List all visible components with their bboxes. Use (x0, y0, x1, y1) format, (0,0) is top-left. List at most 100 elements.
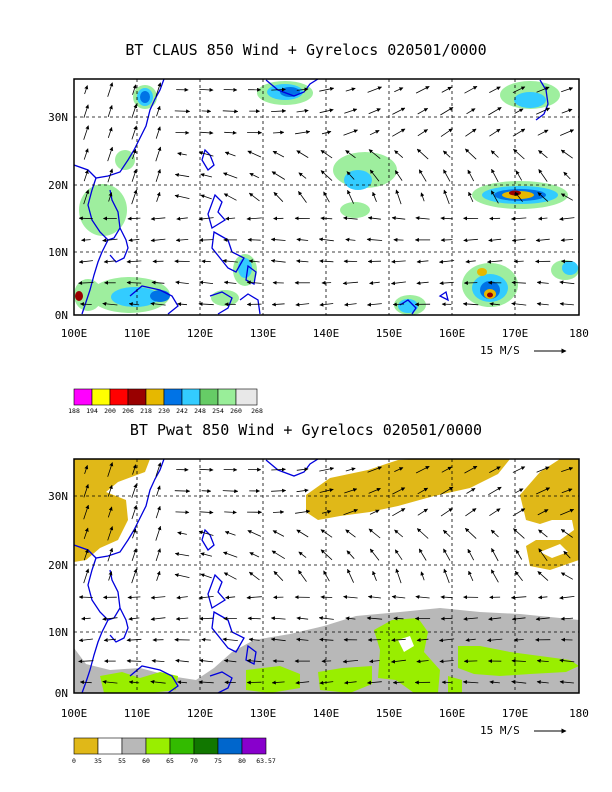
wind-vector-arrow (199, 658, 214, 663)
wind-vector-arrow (443, 529, 451, 537)
wind-vector-arrow (296, 87, 309, 92)
wind-vector-arrow (83, 568, 90, 584)
wind-vector-arrow (155, 548, 161, 562)
wind-vector-arrow (372, 570, 377, 581)
wind-vector-arrow (391, 594, 406, 599)
wind-vector-arrow (487, 638, 503, 643)
wind-vector-arrow (102, 301, 118, 306)
wind-vector-arrow (222, 109, 239, 114)
wind-vector-arrow (151, 658, 165, 663)
wind-vector-arrow (487, 259, 503, 264)
wind-vector-arrow (366, 616, 383, 621)
wind-vector-arrow (439, 659, 454, 664)
wind-vector-arrow (466, 487, 476, 494)
wind-vector-arrow (490, 190, 499, 204)
wind-vector-arrow (416, 281, 429, 286)
wind-vector-arrow (107, 168, 114, 183)
wind-vector-arrow (391, 259, 406, 264)
wind-vector-arrow (511, 280, 526, 285)
wind-vector-arrow (345, 237, 356, 242)
wind-vector-arrow (246, 280, 262, 285)
colorbar-swatch (121, 737, 147, 755)
wind-vector-arrow (511, 301, 527, 306)
wind-vector-arrow (84, 85, 89, 95)
wind-vector-arrow (107, 506, 113, 518)
wind-vector-arrow (560, 529, 573, 538)
wind-vector-arrow (392, 680, 405, 685)
wind-vector-arrow (156, 105, 161, 117)
wind-vector-arrow (394, 87, 404, 93)
wind-vector-arrow (107, 484, 113, 497)
x-tick: 180 (569, 707, 589, 720)
wind-vector-arrow (489, 128, 501, 137)
wind-vector-arrow (441, 86, 452, 93)
panel2-wind-vectors (78, 462, 575, 685)
wind-vector-arrow (560, 129, 575, 136)
wind-vector-arrow (132, 528, 137, 539)
wind-vector-arrow (392, 487, 406, 495)
wind-vector-arrow (272, 510, 285, 515)
wind-vector-arrow (561, 87, 574, 93)
wind-vector-arrow (367, 302, 382, 307)
colorbar-swatch (217, 737, 243, 755)
y-tick: 10N (48, 246, 68, 259)
wind-vector-arrow (78, 638, 93, 643)
panel1-grid (74, 79, 579, 315)
wind-vector-arrow (128, 238, 140, 243)
x-tick: 150E (376, 707, 403, 720)
colorbar-label: 218 (140, 407, 152, 415)
wind-vector-arrow (155, 169, 161, 182)
wind-vector-arrow (156, 191, 161, 202)
wind-vector-arrow (271, 87, 286, 92)
wind-vector-arrow (198, 530, 214, 536)
wind-vector-arrow (464, 85, 478, 94)
wind-vector-arrow (175, 658, 189, 663)
panel2-ref-vector-label: 15 M/S (480, 724, 520, 737)
wind-vector-arrow (200, 173, 212, 178)
wind-vector-arrow (150, 595, 166, 600)
wind-vector-arrow (319, 488, 334, 493)
wind-vector-arrow (83, 548, 89, 561)
wind-vector-arrow (415, 86, 430, 94)
wind-vector-arrow (128, 680, 140, 685)
wind-vector-arrow (102, 616, 118, 621)
wind-vector-arrow (298, 551, 307, 558)
wind-vector-arrow (296, 237, 309, 242)
wind-vector-arrow (515, 170, 523, 181)
wind-vector-arrow (417, 508, 428, 516)
panel1-y-ticks: 0N 10N 20N 30N (48, 111, 68, 322)
wind-vector-arrow (103, 259, 117, 264)
wind-vector-arrow (247, 530, 262, 537)
wind-vector-arrow (467, 548, 475, 561)
wind-vector-arrow (394, 170, 403, 181)
wind-vector-arrow (463, 616, 478, 621)
wind-vector-arrow (392, 107, 406, 115)
wind-vector-arrow (108, 192, 113, 202)
wind-vector-arrow (367, 86, 382, 93)
wind-vector-arrow (83, 504, 90, 520)
wind-vector-arrow (198, 216, 214, 221)
wind-vector-arrow (296, 529, 309, 538)
wind-vector-arrow (392, 128, 406, 137)
panel1-cloud-fields (74, 79, 579, 315)
colorbar-swatch (199, 388, 219, 406)
wind-vector-arrow (150, 679, 166, 684)
wind-vector-arrow (443, 169, 451, 182)
colorbar-label: 248 (194, 407, 206, 415)
wind-vector-arrow (271, 467, 286, 472)
colorbar-label: 55 (118, 757, 126, 765)
wind-vector-arrow (440, 595, 453, 600)
panel1-x-ticks: 100E 110E 120E 130E 140E 150E 160E 170E … (61, 327, 589, 340)
wind-vector-arrow (107, 547, 114, 562)
wind-vector-arrow (536, 487, 551, 495)
wind-vector-arrow (107, 82, 114, 97)
x-tick: 130E (250, 327, 277, 340)
wind-vector-arrow (462, 680, 479, 685)
wind-vector-arrow (468, 570, 474, 582)
colorbar-swatch (91, 388, 111, 406)
wind-vector-arrow (320, 549, 333, 561)
wind-vector-arrow (272, 530, 285, 537)
wind-vector-arrow (271, 171, 286, 180)
wind-vector-arrow (559, 680, 574, 685)
